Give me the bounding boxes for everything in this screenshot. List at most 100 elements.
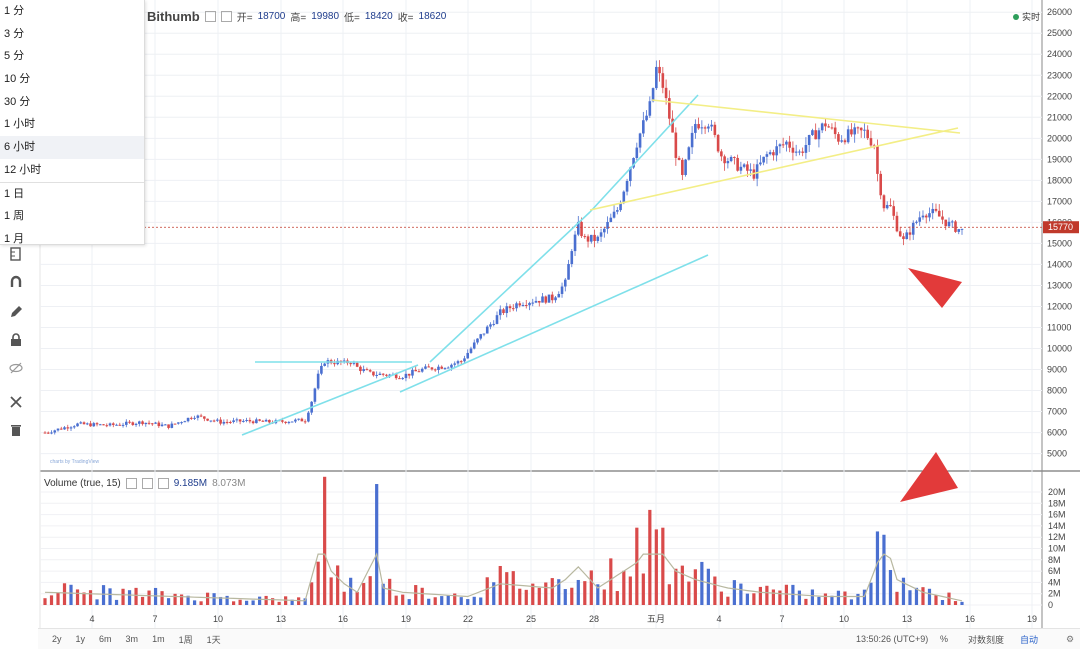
interval-5m[interactable]: 5 分 <box>4 50 25 63</box>
date-tick-label: 22 <box>463 614 473 624</box>
trash-icon[interactable] <box>6 420 26 440</box>
volume-bar <box>140 596 145 605</box>
percent-toggle[interactable]: % <box>940 634 949 644</box>
price-tick-label: 21000 <box>1047 112 1072 122</box>
chart-header: Bithumb 开= 18700 高= 19980 低= 18420 收= 18620 <box>147 8 446 24</box>
volume-settings-icon[interactable] <box>125 478 137 489</box>
range-6m[interactable]: 6m <box>99 634 112 644</box>
candle-body <box>560 286 564 294</box>
candle-body <box>238 419 242 422</box>
volume-bar <box>355 591 359 605</box>
symbol-settings-icon[interactable] <box>204 10 216 22</box>
candle-body <box>508 306 512 309</box>
gear-icon[interactable]: ⚙ <box>1066 633 1075 644</box>
price-tick-label: 20000 <box>1047 133 1072 143</box>
interval-30m[interactable]: 30 分 <box>4 95 31 108</box>
volume-bar <box>537 587 541 605</box>
candle-body <box>563 279 567 287</box>
volume-bar <box>95 599 99 605</box>
candle-body <box>193 417 196 419</box>
interval-6h[interactable]: 6 小时 <box>0 136 144 159</box>
interval-10m[interactable]: 10 分 <box>4 73 31 86</box>
range-1d[interactable]: 1天 <box>206 634 221 645</box>
candle-body <box>245 419 248 421</box>
candle-body <box>164 424 167 426</box>
log-scale-toggle[interactable]: 对数刻度 <box>968 634 1005 645</box>
candle-body <box>235 419 239 421</box>
range-1y[interactable]: 1y <box>75 634 86 644</box>
candle-body <box>170 423 174 428</box>
volume-bar <box>459 597 463 605</box>
volume-bar <box>752 593 756 605</box>
magnet-icon[interactable] <box>6 272 26 292</box>
volume-header: Volume (true, 15) 9.185M 8.073M <box>44 478 245 489</box>
volume-bar <box>310 582 314 605</box>
volume-bar <box>251 600 255 605</box>
range-1w[interactable]: 1周 <box>178 634 193 645</box>
candle-body <box>603 228 606 233</box>
candle-body <box>781 144 785 146</box>
ruler-icon[interactable] <box>6 244 26 264</box>
range-1m[interactable]: 1m <box>152 634 165 644</box>
date-tick-label: 7 <box>152 614 157 624</box>
eye-hidden-icon[interactable] <box>6 358 26 378</box>
close-value: 18620 <box>418 10 447 22</box>
interval-12h[interactable]: 12 小时 <box>4 163 42 176</box>
volume-bar <box>713 576 717 605</box>
candle-body <box>251 421 255 424</box>
candle-body <box>118 424 122 426</box>
lock-icon[interactable] <box>6 330 26 350</box>
price-tick-label: 5000 <box>1047 449 1067 459</box>
candle-body <box>154 422 157 424</box>
symbol-hide-icon[interactable] <box>220 10 232 22</box>
volume-bar <box>446 595 450 605</box>
volume-bar <box>186 595 190 605</box>
candle-body <box>840 140 843 142</box>
tools-icon[interactable] <box>6 392 26 412</box>
volume-bar <box>771 589 775 605</box>
interval-1w[interactable]: 1 周 <box>4 210 25 223</box>
interval-1m[interactable]: 1 分 <box>4 5 25 17</box>
volume-bar <box>563 589 567 605</box>
candle-body <box>937 210 941 217</box>
volume-bar <box>362 582 366 605</box>
candle-body <box>707 126 710 129</box>
volume-bar <box>914 587 919 605</box>
volume-bar <box>849 599 854 605</box>
pencil-icon[interactable] <box>6 302 26 322</box>
candle-body <box>554 297 557 301</box>
candle-body <box>495 315 499 324</box>
volume-bar <box>882 534 886 605</box>
volume-bar <box>706 568 710 605</box>
interval-3m[interactable]: 3 分 <box>4 27 25 40</box>
candle-body <box>498 309 502 316</box>
candle-body <box>824 123 827 127</box>
volume-bar <box>765 585 769 605</box>
volume-bar <box>329 577 333 605</box>
volume-bar <box>498 565 502 605</box>
volume-bar <box>349 577 353 605</box>
auto-scale-toggle[interactable]: 自动 <box>1020 634 1039 645</box>
candle-body <box>219 419 222 424</box>
candle-body <box>79 422 83 424</box>
interval-1h[interactable]: 1 小时 <box>4 118 36 131</box>
clock: 13:50:26 (UTC+9) <box>856 634 929 644</box>
interval-1d[interactable]: 1 日 <box>4 187 25 200</box>
interval-1mo[interactable]: 1 月 <box>4 232 25 245</box>
candle-body <box>827 126 830 128</box>
candle-body <box>359 366 362 372</box>
candle-body <box>258 419 261 421</box>
volume-hide-icon[interactable] <box>141 478 153 489</box>
range-2y[interactable]: 2y <box>52 634 62 644</box>
symbol-name[interactable]: Bithumb <box>147 8 200 24</box>
volume-close-icon[interactable] <box>157 478 169 489</box>
candle-body <box>775 146 778 156</box>
volume-bar <box>336 565 340 605</box>
candle-body <box>833 127 837 135</box>
candle-body <box>573 234 577 252</box>
date-tick-label: 10 <box>839 614 849 624</box>
candle-body <box>463 358 466 362</box>
range-3m[interactable]: 3m <box>125 634 139 644</box>
volume-bar <box>290 599 294 605</box>
